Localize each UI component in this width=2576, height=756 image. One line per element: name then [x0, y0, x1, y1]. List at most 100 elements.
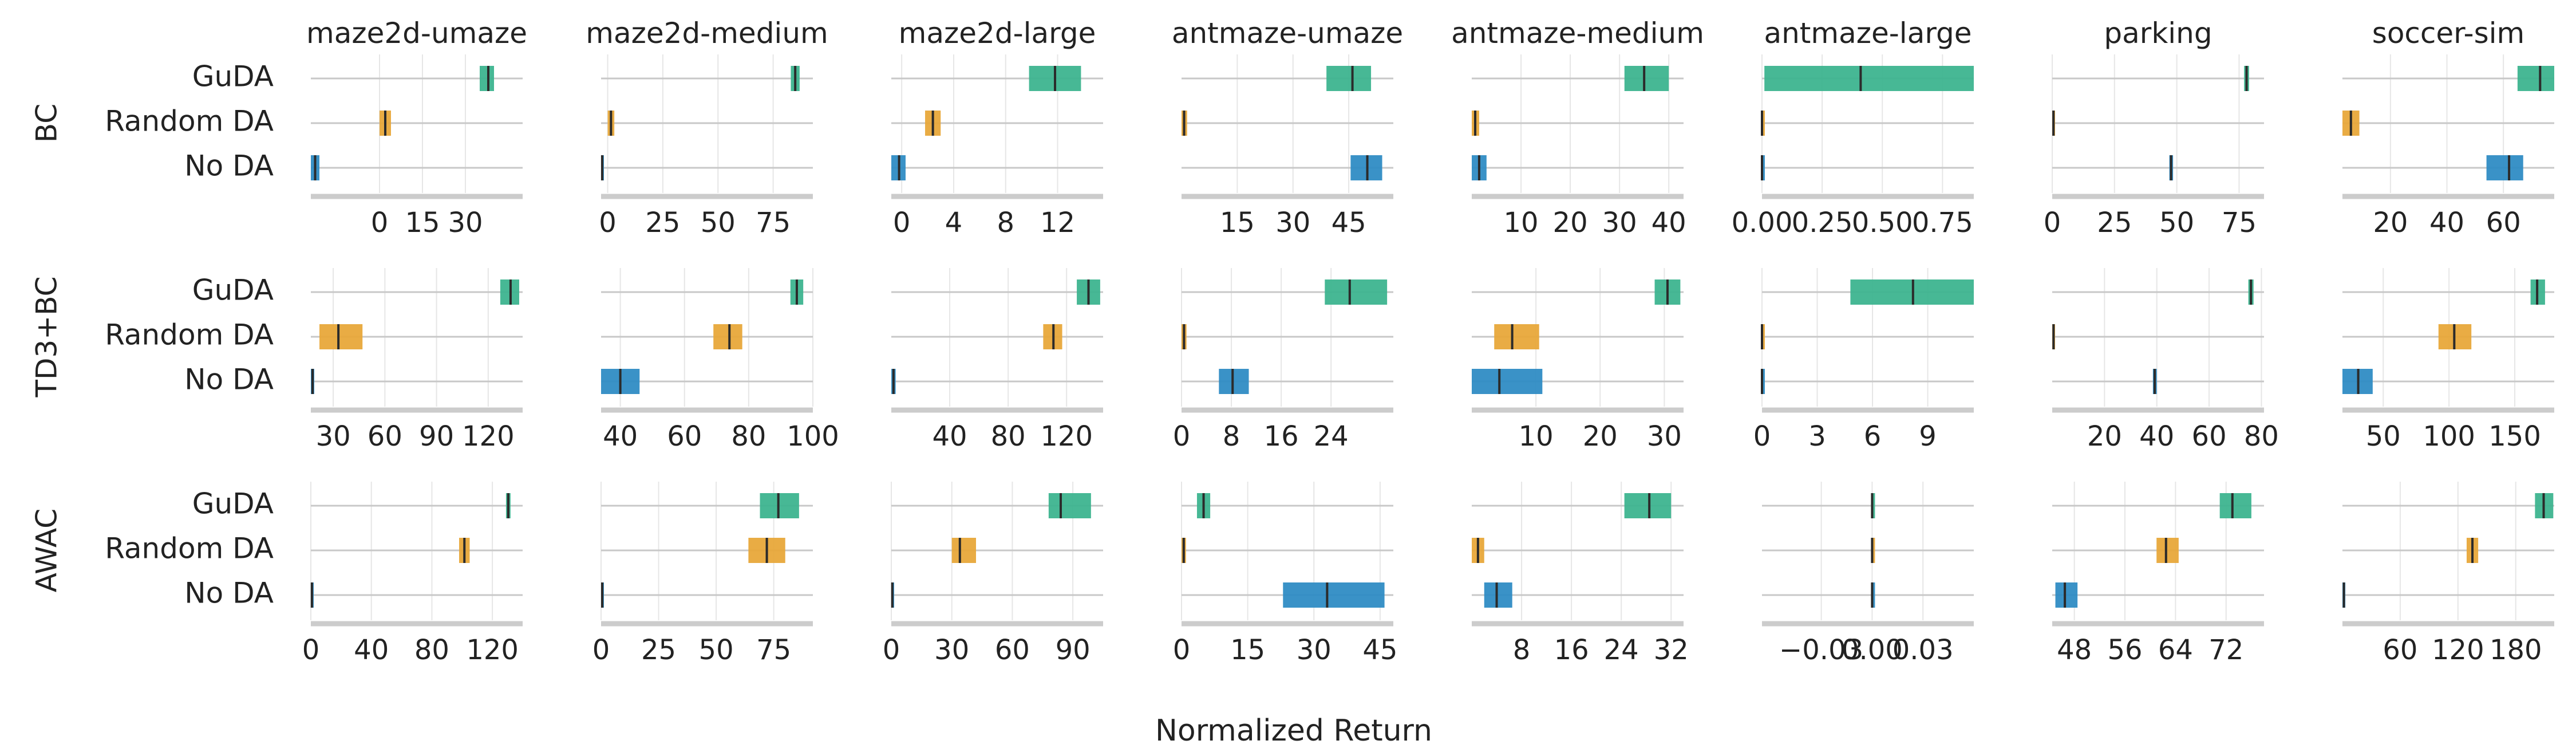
tick-label: 0 [1753, 420, 1771, 452]
tick-label: 30 [1647, 420, 1682, 452]
tick-label: 3 [1808, 420, 1826, 452]
bar-no-da [1283, 582, 1385, 608]
panel-bc-antmaze-large: 0.000.250.500.75 [1732, 54, 1974, 239]
bar-guda [1624, 493, 1672, 518]
tick-label: 0.50 [1852, 207, 1913, 239]
method-label-random-da: Random DA [105, 105, 274, 138]
tick-label: 45 [1362, 634, 1397, 666]
tick-label: 8 [1513, 634, 1531, 666]
tick-label: 30 [1275, 207, 1310, 239]
row-label-td3-bc: TD3+BC [30, 276, 64, 397]
bar-no-da [1872, 582, 1875, 608]
tick-label: 0 [371, 207, 389, 239]
tick-label: 75 [756, 207, 791, 239]
panel-td3-bc-parking: 20 40 60 80 [2052, 268, 2279, 452]
bar-guda [1325, 279, 1388, 305]
row-label-bc: BC [30, 104, 64, 143]
tick-label: 80 [731, 420, 766, 452]
method-label-random-da: Random DA [105, 532, 274, 565]
tick-label: 100 [2423, 420, 2475, 452]
bar-guda [2219, 493, 2251, 518]
panel-awac-antmaze-medium: 8 16 24 32 [1472, 482, 1689, 666]
panels-layer: maze2d-umaze maze2d-medium maze2d-large ant… [30, 17, 2554, 666]
panel-awac-maze2d-large: 0 30 60 90 [883, 482, 1103, 666]
tick-label: 80 [414, 634, 449, 666]
bar-guda [1326, 66, 1372, 91]
tick-label: 30 [448, 207, 483, 239]
tick-label: 90 [419, 420, 454, 452]
bar-random-da [1762, 324, 1765, 349]
tick-label: 30 [1297, 634, 1332, 666]
tick-label: 60 [368, 420, 402, 452]
tick-label: 24 [1604, 634, 1639, 666]
panel-td3-bc-antmaze-medium: 10 20 30 [1472, 268, 1684, 452]
method-label-guda: GuDA [192, 60, 274, 93]
row-label-awac: AWAC [30, 509, 64, 592]
bar-guda [1764, 66, 1974, 91]
bar-random-da [1494, 324, 1539, 349]
bar-random-da [1872, 538, 1875, 563]
env-title-maze2d-umaze: maze2d-umaze [306, 17, 527, 50]
bar-random-da [951, 538, 976, 563]
panel-bc-maze2d-medium: 0 25 50 75 [599, 54, 813, 239]
tick-label: 48 [2057, 634, 2092, 666]
panel-bc-maze2d-umaze: 0 15 30 [311, 54, 523, 239]
bar-random-da [2156, 538, 2179, 563]
method-label-no-da: No DA [184, 363, 274, 396]
tick-label: 56 [2107, 634, 2142, 666]
tick-label: 64 [2158, 634, 2193, 666]
method-label-no-da: No DA [184, 149, 274, 183]
tick-label: 120 [462, 420, 515, 452]
tick-label: 50 [701, 207, 736, 239]
bar-no-da [1484, 582, 1512, 608]
bar-no-da [1762, 369, 1765, 394]
tick-label: 24 [1314, 420, 1349, 452]
tick-label: 120 [466, 634, 519, 666]
tick-label: 60 [995, 634, 1030, 666]
tick-label: 80 [2244, 420, 2279, 452]
tick-label: 50 [2366, 420, 2401, 452]
tick-label: 120 [1040, 420, 1093, 452]
bar-random-da [1762, 111, 1765, 136]
tick-label: 50 [699, 634, 734, 666]
tick-label: 30 [316, 420, 351, 452]
tick-label: 15 [1230, 634, 1265, 666]
env-title-parking: parking [2104, 17, 2212, 50]
panel-td3-bc-maze2d-medium: 40 60 80 100 [601, 268, 839, 452]
panel-bc-soccer-sim: 20 40 60 [2342, 54, 2554, 239]
x-axis-label: Normalized Return [1155, 714, 1432, 748]
tick-label: 20 [1583, 420, 1618, 452]
tick-label: 30 [934, 634, 969, 666]
tick-label: 60 [2383, 634, 2417, 666]
bar-no-da [1762, 155, 1765, 180]
tick-label: 16 [1554, 634, 1589, 666]
tick-label: 0.00 [1842, 634, 1903, 666]
panel-bc-antmaze-umaze: 15 30 45 [1182, 54, 1393, 239]
panel-bc-antmaze-medium: 10 20 30 40 [1472, 54, 1686, 239]
tick-label: 20 [1553, 207, 1588, 239]
tick-label: 40 [2429, 207, 2464, 239]
panel-td3-bc-maze2d-umaze: 30 60 90 120 [311, 268, 523, 452]
tick-label: 0 [893, 207, 911, 239]
tick-label: 0 [883, 634, 900, 666]
tick-label: 0.25 [1792, 207, 1853, 239]
tick-label: −0.03 [1779, 634, 1863, 666]
tick-label: 180 [2490, 634, 2542, 666]
panel-td3-bc-soccer-sim: 50 100 150 [2342, 268, 2554, 452]
tick-label: 15 [405, 207, 440, 239]
tick-label: 0.03 [1893, 634, 1954, 666]
tick-label: 10 [1519, 420, 1554, 452]
env-title-maze2d-medium: maze2d-medium [586, 17, 828, 50]
tick-label: 90 [1056, 634, 1091, 666]
tick-label: 0 [302, 634, 320, 666]
tick-label: 16 [1264, 420, 1299, 452]
bar-guda [480, 66, 494, 91]
tick-label: 40 [603, 420, 638, 452]
tick-label: 20 [2087, 420, 2122, 452]
tick-label: 60 [2486, 207, 2521, 239]
panel-td3-bc-antmaze-umaze: 0 8 16 24 [1173, 268, 1393, 452]
tick-label: 40 [933, 420, 967, 452]
tick-label: 0.75 [1912, 207, 1973, 239]
tick-label: 45 [1332, 207, 1366, 239]
tick-label: 15 [1220, 207, 1255, 239]
